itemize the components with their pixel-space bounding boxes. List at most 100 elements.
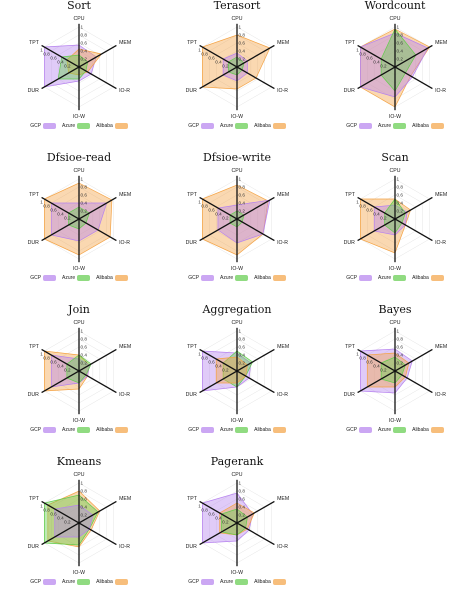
axis-label-cpu: CPU: [74, 16, 85, 22]
tick-label: 0.8: [43, 52, 50, 57]
tick-label: 0.4: [239, 353, 246, 358]
axis-label-io-w: IO-W: [231, 114, 243, 120]
chart-title: Dfsioe-read: [46, 151, 112, 164]
axis-line: [41, 348, 117, 394]
tick-label: 0.4: [215, 60, 222, 65]
legend-label: Azure: [220, 274, 234, 281]
tick-label: 0.2: [64, 520, 71, 525]
axis-label-io-w: IO-W: [73, 570, 85, 576]
axis-label-mem: MEM: [435, 192, 447, 198]
axis-label-io-w: IO-W: [231, 266, 243, 272]
axis-label-tpt: TPT: [29, 496, 40, 502]
radar-svg: 0.20.20.40.40.60.60.80.811CPUMEMIO-RIO-W…: [344, 16, 448, 120]
legend-item-gcp: GCP: [188, 122, 215, 129]
legend-swatch: [235, 578, 249, 585]
axis-label-dur: DUR: [28, 544, 39, 550]
axis-label-dur: DUR: [344, 88, 355, 94]
chart-title: Sort: [67, 0, 91, 12]
chart-legend: GCP Azure Alibaba: [0, 121, 158, 130]
legend-swatch: [430, 122, 444, 129]
radar-panel-sort: Sort 0.2 0.2 0.4 0.4 0.6 0.6 0.8 0.8 1 1 CPU MEM IO-R…: [0, 0, 158, 152]
legend-label: Alibaba: [254, 274, 271, 281]
axis-label-io-w: IO-W: [73, 114, 85, 120]
tick-label: 0.4: [397, 49, 404, 54]
legend-swatch: [201, 274, 215, 281]
chart-title: Bayes: [378, 303, 412, 316]
legend-item-azure: Azure: [378, 122, 407, 129]
legend-item-azure: Azure: [62, 426, 91, 433]
tick-label: 0.4: [215, 364, 222, 369]
axis-label-tpt: TPT: [345, 40, 356, 46]
chart-legend: GCP Azure Alibaba: [158, 273, 316, 282]
legend-item-azure: Azure: [378, 274, 407, 281]
radar-svg: 0.20.20.40.40.60.60.80.811CPUMEMIO-RIO-W…: [186, 472, 290, 576]
legend-label: Alibaba: [254, 122, 271, 129]
axis-label-io-r: IO-R: [277, 544, 288, 550]
legend-item-gcp: GCP: [30, 122, 57, 129]
axis-label-io-r: IO-R: [435, 392, 446, 398]
legend-label: Alibaba: [412, 122, 429, 129]
tick-label: 0.8: [43, 508, 50, 513]
tick-label: 0.8: [359, 204, 366, 209]
legend-item-alibaba: Alibaba: [254, 578, 286, 585]
radar-svg: 0.20.20.40.40.60.60.80.811CPUMEMIO-RIO-W…: [186, 320, 290, 424]
legend-swatch: [272, 426, 286, 433]
tick-label: 0.4: [81, 505, 88, 510]
tick-label: 0.6: [239, 345, 246, 350]
tick-label: 0.6: [208, 360, 215, 365]
tick-label: 0.4: [397, 201, 404, 206]
tick-label: 0.8: [359, 356, 366, 361]
tick-label: 0.2: [64, 64, 71, 69]
chart-title: Scan: [381, 151, 409, 164]
axis-label-io-r: IO-R: [277, 240, 288, 246]
legend-swatch: [359, 274, 373, 281]
legend-label: Alibaba: [96, 578, 113, 585]
radar-panel-wordcount: Wordcount 0.2 0.2 0.4 0.4 0.6 0.6 0.8 0.8 1 1 CPU ME…: [316, 0, 474, 152]
tick-label: 0.2: [81, 361, 88, 366]
tick-label: 0.6: [208, 512, 215, 517]
tick-label: 0.4: [81, 353, 88, 358]
tick-label: 0.8: [201, 204, 208, 209]
radar-svg: 0.20.20.40.40.60.60.80.811CPUMEMIO-RIO-W…: [28, 16, 132, 120]
legend-swatch: [272, 578, 286, 585]
tick-label: 0.2: [81, 209, 88, 214]
axis-label-dur: DUR: [186, 240, 197, 246]
tick-label: 1: [198, 352, 201, 357]
legend-swatch: [43, 122, 57, 129]
tick-label: 0.6: [397, 345, 404, 350]
axis-label-io-r: IO-R: [277, 392, 288, 398]
tick-label: 0.4: [215, 516, 222, 521]
tick-label: 0.6: [81, 497, 88, 502]
tick-label: 0.4: [57, 364, 64, 369]
tick-label: 0.8: [397, 33, 404, 38]
legend-label: Alibaba: [254, 426, 271, 433]
tick-label: 0.6: [239, 41, 246, 46]
chart-legend: GCP Azure Alibaba: [158, 121, 316, 130]
legend-label: Alibaba: [412, 274, 429, 281]
legend-label: GCP: [346, 122, 358, 129]
legend-label: Alibaba: [96, 274, 113, 281]
axis-label-cpu: CPU: [232, 472, 243, 478]
radar-panel-aggregation: Aggregation 0.2 0.2 0.4 0.4 0.6 0.6 0.8 0.8 1 1 CPU…: [158, 304, 316, 456]
tick-label: 0.8: [201, 356, 208, 361]
axis-label-mem: MEM: [277, 344, 289, 350]
legend-item-alibaba: Alibaba: [96, 578, 128, 585]
legend-swatch: [359, 122, 373, 129]
axis-label-io-r: IO-R: [119, 544, 130, 550]
legend-item-azure: Azure: [378, 426, 407, 433]
legend-swatch: [77, 578, 91, 585]
tick-label: 0.6: [239, 193, 246, 198]
legend-swatch: [393, 122, 407, 129]
axis-label-io-r: IO-R: [119, 88, 130, 94]
tick-label: 0.8: [81, 337, 88, 342]
tick-label: 1: [40, 504, 43, 509]
legend-swatch: [201, 122, 215, 129]
tick-label: 1: [40, 352, 43, 357]
axis-label-tpt: TPT: [29, 344, 40, 350]
legend-item-gcp: GCP: [30, 578, 57, 585]
legend-swatch: [201, 426, 215, 433]
radar-svg: 0.20.20.40.40.60.60.80.811CPUMEMIO-RIO-W…: [344, 320, 448, 424]
tick-label: 0.6: [50, 512, 57, 517]
chart-legend: GCP Azure Alibaba: [158, 425, 316, 434]
legend-label: Azure: [62, 578, 76, 585]
